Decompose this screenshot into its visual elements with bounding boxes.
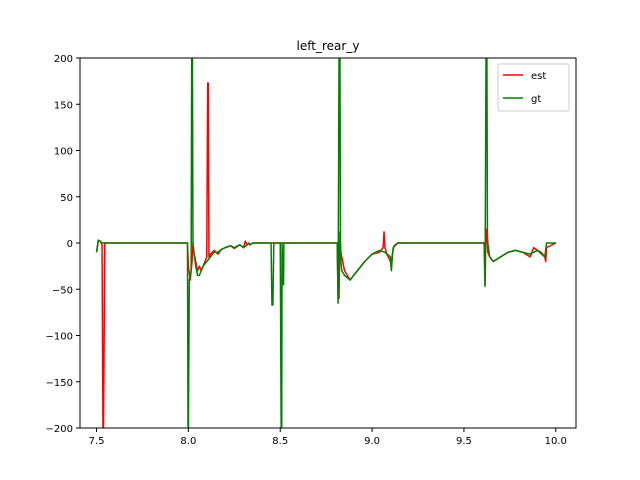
axes-layer: 7.5 8.0 8.5 9.0 9.5 10.0 −200 −150 −100 −50 0 50 100…	[46, 54, 577, 447]
chart-title: left_rear_y	[297, 39, 360, 53]
y-tick-label: −50	[52, 285, 73, 296]
x-tick-label: 9.5	[456, 436, 472, 447]
y-tick-label: 100	[54, 147, 73, 158]
x-tick-label: 9.0	[364, 436, 380, 447]
y-tick-label: 200	[54, 54, 73, 65]
x-tick-label: 7.5	[89, 436, 105, 447]
x-tick-label: 10.0	[545, 436, 567, 447]
y-tick-label: −200	[46, 424, 73, 435]
y-tick-label: −150	[46, 378, 73, 389]
x-tick-label: 8.5	[272, 436, 288, 447]
series-layer	[95, 58, 557, 428]
y-tick-label: 50	[60, 193, 73, 204]
series-line-gt	[95, 58, 556, 428]
legend-label-est: est	[531, 71, 546, 82]
legend: est gt	[497, 63, 570, 112]
y-tick-label: 0	[67, 239, 73, 250]
x-tick-label: 8.0	[180, 436, 196, 447]
legend-label-gt: gt	[531, 94, 541, 105]
y-tick-label: −100	[46, 332, 73, 343]
y-tick-label: 150	[54, 100, 73, 111]
